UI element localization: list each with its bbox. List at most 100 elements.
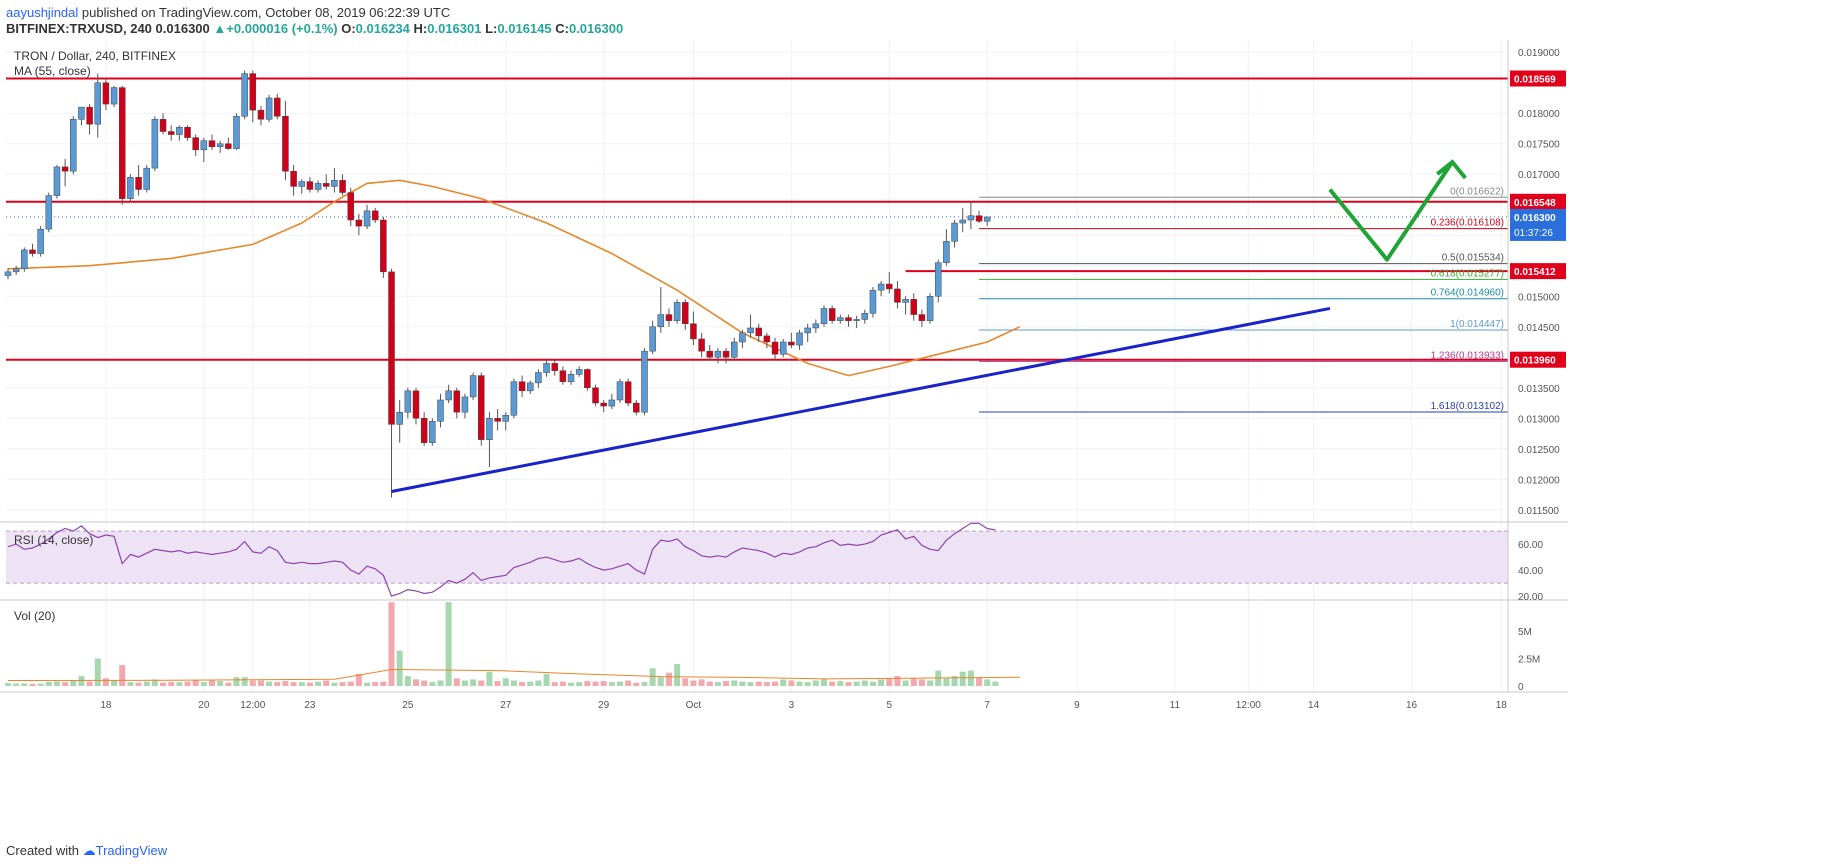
price-tick-label: 0.013500 (1518, 384, 1560, 395)
volume-bar (119, 665, 126, 686)
fib-level-label: 1.236(0.013933) (1431, 350, 1504, 361)
candle-body (53, 166, 61, 196)
candle-body (869, 289, 877, 314)
publish-info: published on TradingView.com, October 08… (81, 5, 451, 20)
volume-ma-line (7, 668, 1020, 681)
price-change: +0.000016 (+0.1%) (226, 21, 338, 36)
volume-bar (388, 602, 395, 686)
candle-body (21, 249, 28, 270)
candle-body (184, 126, 191, 138)
candle-body (469, 375, 477, 398)
candle-body (730, 341, 738, 358)
volume-bar (731, 680, 738, 686)
volume-pane (5, 602, 1020, 686)
volume-bar (617, 681, 623, 686)
author-link[interactable]: aayushjindal (6, 5, 79, 20)
volume-bar (339, 682, 346, 686)
candle-body (763, 335, 771, 343)
time-tick-label: 25 (402, 700, 414, 711)
time-tick-label: 9 (1074, 700, 1080, 711)
volume-bar (445, 602, 452, 686)
volume-bar (249, 680, 256, 686)
time-tick-label: 18 (1496, 700, 1508, 711)
volume-bar (184, 681, 191, 686)
volume-bar (160, 682, 167, 686)
candle-body (265, 97, 273, 120)
chart-canvas[interactable]: 0(0.016622) 0.236(0.016108) 0.5(0.015534) 0… (0, 40, 1828, 840)
volume-bar (298, 682, 305, 686)
projection-arrow (1328, 160, 1454, 262)
candle-body (412, 390, 420, 419)
price-tag-label: 0.013960 (1514, 356, 1556, 367)
volume-bar (959, 671, 966, 686)
price-tick-label: 0.017000 (1518, 170, 1560, 181)
publish-line: aayushjindal published on TradingView.co… (6, 5, 450, 20)
candle-body (110, 87, 118, 105)
tradingview-link[interactable]: TradingView (95, 843, 168, 858)
volume-bar (70, 680, 77, 686)
volume-bar (723, 681, 730, 686)
volume-bar (364, 682, 371, 686)
open-value: 0.016234 (355, 21, 410, 36)
volume-bar (62, 682, 69, 686)
volume-bar (111, 680, 118, 686)
volume-bar (568, 682, 575, 686)
volume-bar (306, 682, 313, 686)
volume-bar (437, 680, 444, 686)
price-tag (1510, 351, 1566, 368)
volume-bar (951, 676, 958, 686)
time-tick-label: 7 (984, 700, 990, 711)
candle-body (257, 109, 265, 120)
open-label: O: (341, 21, 356, 36)
volume-bar (780, 679, 787, 686)
time-tick-label: 12:00 (1236, 700, 1261, 711)
volume-bar (600, 681, 607, 686)
low-label: L: (485, 21, 498, 36)
candle-body (437, 399, 444, 422)
candle-body (788, 341, 795, 346)
candle-body (249, 73, 257, 111)
volume-bar (641, 682, 648, 686)
volume-bar (274, 682, 281, 686)
candle-body (616, 381, 624, 401)
price-tick-label: 0.018000 (1518, 109, 1560, 120)
candle-body (975, 215, 983, 222)
volume-bar (886, 678, 893, 686)
candle-body (551, 363, 558, 371)
volume-bar (706, 681, 713, 686)
arrow-head-icon (1436, 159, 1467, 180)
volume-bar (943, 678, 950, 686)
volume-bar (902, 680, 909, 686)
candle-body (886, 283, 893, 290)
candle-body (453, 390, 461, 413)
time-tick-label: 11 (1170, 700, 1181, 711)
volume-bar (788, 680, 795, 686)
candle-body (845, 317, 852, 321)
candle-body (706, 350, 714, 358)
volume-bar (315, 681, 322, 686)
candle-body (4, 271, 12, 276)
candle-body (665, 314, 673, 321)
volume-bar (241, 677, 248, 686)
candle-body (371, 210, 379, 221)
fib-level-label: 0(0.016622) (1450, 186, 1504, 197)
volume-bar (266, 681, 273, 686)
candle-body (649, 326, 656, 352)
volume-bar (486, 671, 493, 686)
current-price-label: 0.016300 (1514, 213, 1556, 224)
time-tick-label: 3 (789, 700, 795, 711)
volume-bar (967, 670, 974, 686)
candle-body (673, 302, 681, 321)
volume-bar (94, 658, 101, 686)
price-tick-label: 0.011500 (1518, 506, 1559, 517)
candle-body (608, 399, 616, 407)
ma-indicator-label: MA (55, close) (14, 64, 91, 78)
footer: Created with ☁TradingView (6, 843, 167, 859)
volume-bar (257, 680, 264, 686)
candle-body (118, 87, 126, 199)
chart-header: aayushjindal published on TradingView.co… (0, 0, 1828, 40)
volume-bar (510, 680, 517, 686)
candle-body (690, 323, 697, 340)
time-tick-label: 29 (598, 700, 610, 711)
candle-body (796, 332, 803, 346)
